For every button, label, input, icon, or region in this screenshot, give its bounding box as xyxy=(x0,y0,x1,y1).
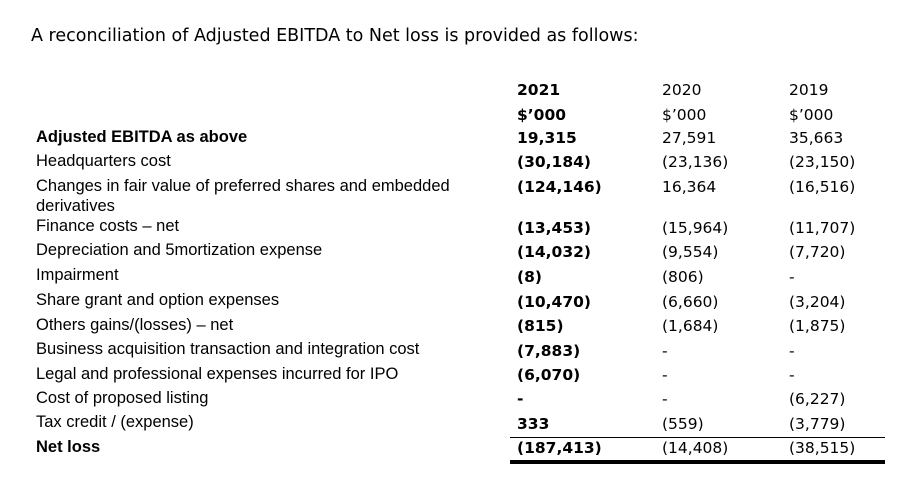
value-2019: (6,227) xyxy=(789,390,846,408)
total-rule-double xyxy=(510,460,885,464)
value-2019: (11,707) xyxy=(789,219,856,237)
value-2020: (15,964) xyxy=(662,219,729,237)
value-2020: 16,364 xyxy=(662,178,717,196)
value-2021: (815) xyxy=(517,317,564,335)
value-2020: 27,591 xyxy=(662,129,717,147)
value-2020: - xyxy=(662,342,668,360)
row-label-proposed-listing: Cost of proposed listing xyxy=(36,389,209,407)
row-label-other-gains: Others gains/(losses) – net xyxy=(36,316,234,334)
value-2020: (23,136) xyxy=(662,153,729,171)
value-2021: - xyxy=(517,390,524,408)
column-unit-2019: $’000 xyxy=(789,106,834,124)
row-label-finance-costs: Finance costs – net xyxy=(36,217,180,235)
value-2020: - xyxy=(662,390,668,408)
value-2020: (6,660) xyxy=(662,293,719,311)
row-label-business-acquisition: Business acquisition transaction and int… xyxy=(36,340,420,358)
value-2020: - xyxy=(662,366,668,384)
row-label-headquarters-cost: Headquarters cost xyxy=(36,152,171,170)
row-label-fair-value-changes: Changes in fair value of preferred share… xyxy=(36,177,450,215)
value-2019: 35,663 xyxy=(789,129,844,147)
row-label-legal-professional: Legal and professional expenses incurred… xyxy=(36,365,399,383)
value-2019: (1,875) xyxy=(789,317,846,335)
value-2021: (7,883) xyxy=(517,342,581,360)
value-2019: (3,204) xyxy=(789,293,846,311)
value-2019: - xyxy=(789,342,795,360)
column-year-2021: 2021 xyxy=(517,81,561,99)
value-2021: (13,453) xyxy=(517,219,591,237)
total-rule-single xyxy=(510,437,885,438)
value-2019: (7,720) xyxy=(789,243,846,261)
value-2020: (1,684) xyxy=(662,317,719,335)
value-2019: - xyxy=(789,366,795,384)
value-2019: (38,515) xyxy=(789,439,856,457)
value-2021: (14,032) xyxy=(517,243,591,261)
value-2021: (30,184) xyxy=(517,153,591,171)
value-2021: 19,315 xyxy=(517,129,577,147)
value-2020: (806) xyxy=(662,268,704,286)
value-2020: (559) xyxy=(662,415,704,433)
value-2021: (187,413) xyxy=(517,439,602,457)
value-2019: - xyxy=(789,268,795,286)
value-2019: (23,150) xyxy=(789,153,856,171)
row-label-depreciation: Depreciation and 5mortization expense xyxy=(36,241,323,259)
column-year-2019: 2019 xyxy=(789,81,829,99)
value-2020: (14,408) xyxy=(662,439,729,457)
row-label-share-grant: Share grant and option expenses xyxy=(36,291,280,309)
value-2019: (16,516) xyxy=(789,178,856,196)
row-label-net-loss: Net loss xyxy=(36,438,101,456)
row-label-adjusted-ebitda: Adjusted EBITDA as above xyxy=(36,128,248,146)
value-2021: (124,146) xyxy=(517,178,602,196)
column-year-2020: 2020 xyxy=(662,81,702,99)
value-2021: (6,070) xyxy=(517,366,581,384)
value-2021: (8) xyxy=(517,268,542,286)
row-label-tax: Tax credit / (expense) xyxy=(36,413,194,431)
row-label-impairment: Impairment xyxy=(36,266,119,284)
column-unit-2020: $’000 xyxy=(662,106,707,124)
column-unit-2021: $’000 xyxy=(517,106,567,124)
value-2021: 333 xyxy=(517,415,550,433)
page-heading: A reconciliation of Adjusted EBITDA to N… xyxy=(31,26,639,46)
value-2019: (3,779) xyxy=(789,415,846,433)
value-2021: (10,470) xyxy=(517,293,591,311)
value-2020: (9,554) xyxy=(662,243,719,261)
